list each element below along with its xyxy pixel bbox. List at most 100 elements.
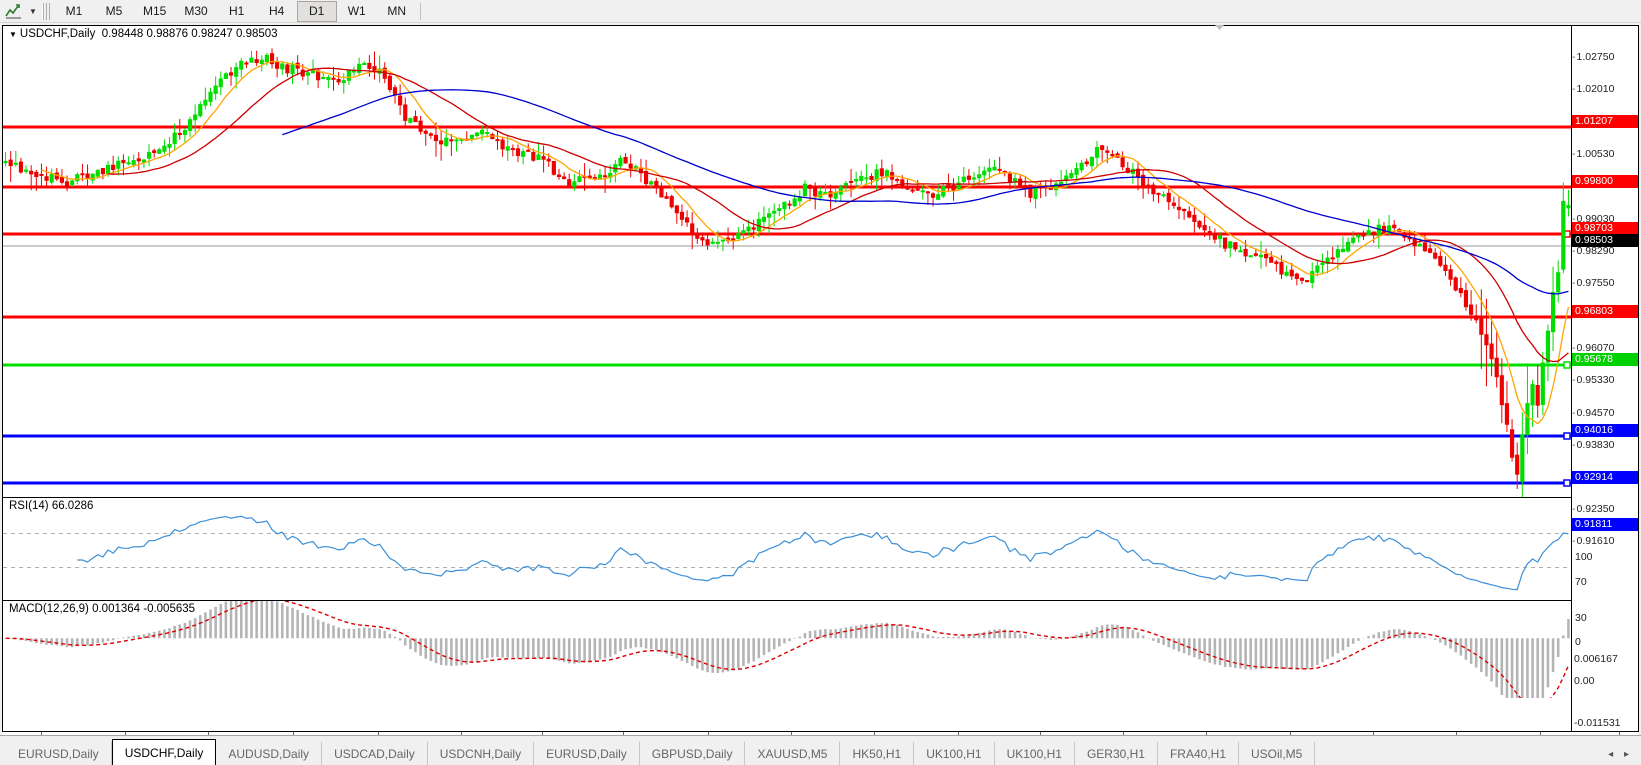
candle-body: [1325, 257, 1330, 265]
price-axis[interactable]: -1.02750 -1.02010 -1.00530 -0.99030 -0.98290…: [1571, 26, 1638, 731]
candle-body: [874, 169, 879, 181]
timeframe-h1[interactable]: H1: [229, 4, 245, 18]
timeframe-w1[interactable]: W1: [347, 4, 366, 18]
candle-body: [1141, 174, 1146, 188]
chevron-down-icon[interactable]: ▼: [29, 6, 37, 16]
candle-body: [105, 164, 111, 175]
candle-body: [531, 152, 536, 161]
toolbar-grip[interactable]: [42, 2, 50, 20]
candle-body: [1376, 224, 1381, 237]
candle-body: [1212, 233, 1217, 240]
chart-tab-xauusd-m5[interactable]: XAUUSD,M5: [745, 742, 841, 765]
candle-body: [731, 238, 736, 241]
price-axis-tick: -1.02750: [1572, 51, 1615, 63]
candle-body: [1120, 157, 1125, 168]
candle-body: [95, 169, 100, 177]
candle-body: [331, 77, 336, 80]
candle-body: [152, 150, 157, 154]
timeframe-m5[interactable]: M5: [105, 4, 123, 18]
date-axis-tick: [1040, 732, 1041, 736]
chart-tab-fra40-h1[interactable]: FRA40,H1: [1158, 742, 1239, 765]
candle-body: [1438, 255, 1443, 266]
candle-body: [500, 139, 505, 150]
candle-body: [1284, 271, 1289, 276]
candle-body: [126, 162, 131, 165]
candle-body: [556, 174, 562, 178]
timeframe-d1[interactable]: D1: [296, 0, 337, 22]
candle-body: [1407, 237, 1412, 240]
price-level-chip-1.01207[interactable]: 1.01207: [1572, 115, 1638, 128]
candle-body: [546, 158, 551, 162]
candle-body: [239, 60, 244, 70]
candle-body: [39, 173, 44, 176]
tab-nav-arrows[interactable]: ◂ ▸: [1608, 749, 1633, 760]
candle-body: [541, 156, 546, 160]
timeframe-m1[interactable]: M1: [65, 4, 83, 18]
chart-tab-audusd-daily[interactable]: AUDUSD,Daily: [216, 742, 323, 765]
candle-body: [367, 62, 372, 69]
price-level-chip-0.92914[interactable]: 0.92914: [1572, 471, 1638, 484]
date-axis-tick: [1290, 732, 1291, 736]
candle-body: [408, 118, 413, 123]
candle-body: [1381, 225, 1387, 233]
candle-body: [172, 132, 177, 145]
candle-body: [223, 73, 228, 80]
candle-body: [643, 170, 649, 185]
date-axis-tick: [623, 732, 624, 736]
chart-collapse-icon[interactable]: ▼: [9, 30, 17, 39]
price-axis-tick: -0.93830: [1572, 439, 1615, 451]
plot-area[interactable]: ▼ USDCHF,Daily 0.98448 0.98876 0.98247 0.…: [3, 26, 1571, 698]
macd-pane[interactable]: MACD(12,26,9) 0.001364 -0.005635: [3, 600, 1571, 698]
date-axis-tick: [1619, 732, 1620, 736]
chart-tab-uk100-h1[interactable]: UK100,H1: [914, 742, 995, 765]
candle-body: [956, 182, 961, 190]
candle-body: [807, 184, 813, 189]
candle-body: [280, 63, 285, 70]
candle-body: [285, 64, 290, 74]
scroll-position-marker[interactable]: [1215, 25, 1224, 30]
indicators-icon[interactable]: [0, 1, 26, 22]
date-axis-tick: [1373, 732, 1374, 736]
timeframe-h4[interactable]: H4: [269, 4, 285, 18]
candle-body: [187, 119, 193, 131]
level-handle: [1563, 432, 1571, 440]
price-pane[interactable]: ▼ USDCHF,Daily 0.98448 0.98876 0.98247 0.…: [3, 26, 1571, 497]
macd-signal-line: [5, 601, 1570, 698]
candle-body: [577, 176, 582, 182]
candle-body: [1207, 231, 1212, 234]
price-level-chip-0.91811[interactable]: 0.91811: [1572, 518, 1638, 531]
candle-body: [254, 59, 259, 64]
chart-tab-usdchf-daily[interactable]: USDCHF,Daily: [111, 739, 217, 765]
candle-body: [869, 176, 874, 181]
chart-tab-usdcad-daily[interactable]: USDCAD,Daily: [322, 742, 428, 765]
chart-tab-ger30-h1[interactable]: GER30,H1: [1075, 742, 1158, 765]
candle-body: [1433, 252, 1438, 259]
candle-body: [664, 196, 669, 199]
candle-body: [1217, 235, 1223, 240]
chart-tab-hk50-h1[interactable]: HK50,H1: [840, 742, 915, 765]
timeframe-m15[interactable]: M15: [143, 4, 167, 18]
candle-body: [741, 230, 746, 234]
candle-body: [1356, 235, 1361, 238]
price-level-chip-0.94016[interactable]: 0.94016: [1572, 424, 1638, 437]
price-level-chip-0.96803[interactable]: 0.96803: [1572, 305, 1638, 318]
chart-tab-eurusd-daily[interactable]: EURUSD,Daily: [6, 742, 112, 765]
candle-body: [1427, 248, 1433, 253]
rsi-pane[interactable]: RSI(14) 66.0286: [3, 497, 1571, 600]
candle-body: [1479, 318, 1484, 335]
candle-body: [777, 208, 782, 211]
price-level-chip-0.95678[interactable]: 0.95678: [1572, 353, 1638, 366]
candle-body: [848, 180, 854, 183]
chart-tab-eurusd-daily[interactable]: EURUSD,Daily: [534, 742, 640, 765]
price-level-chip-0.99800[interactable]: 0.99800: [1572, 175, 1638, 188]
chart-tab-gbpusd-daily[interactable]: GBPUSD,Daily: [640, 742, 746, 765]
chart-tab-usoil-m5[interactable]: USOil,M5: [1239, 742, 1316, 765]
candle-body: [1417, 243, 1422, 247]
chart-tab-uk100-h1[interactable]: UK100,H1: [995, 742, 1075, 765]
timeframe-m30[interactable]: M30: [184, 4, 208, 18]
candle-body: [146, 151, 152, 159]
chart-tab-usdcnh-daily[interactable]: USDCNH,Daily: [428, 742, 535, 765]
timeframe-mn[interactable]: MN: [387, 4, 407, 18]
price-level-chip-0.98703[interactable]: 0.98703: [1572, 222, 1638, 235]
price-level-chip-0.98503[interactable]: 0.98503: [1572, 234, 1638, 247]
